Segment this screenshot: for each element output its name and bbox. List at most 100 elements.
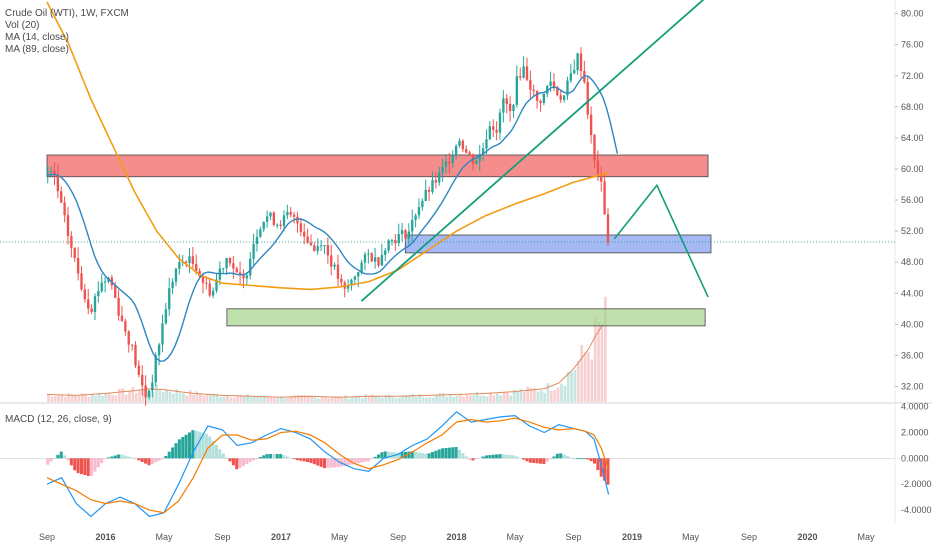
macd-histogram-bar: [133, 458, 137, 460]
macd-histogram-bar: [599, 458, 603, 477]
candle-body: [208, 283, 211, 296]
candle-body: [377, 257, 380, 266]
volume-bar: [171, 393, 175, 402]
volume-bar: [47, 394, 50, 402]
macd-histogram-bar: [498, 454, 502, 459]
volume-bar: [414, 396, 418, 402]
macd-histogram-bar: [113, 455, 117, 459]
macd-histogram-bar: [559, 453, 563, 459]
macd-histogram-bar: [535, 458, 539, 464]
volume-bar: [242, 395, 246, 402]
macd-histogram-bar: [255, 458, 259, 460]
volume-bar: [387, 394, 391, 402]
candle-body: [184, 261, 188, 264]
volume-bar: [202, 395, 206, 402]
legend-ma-slow: MA (89, close): [5, 44, 69, 55]
volume-bar: [519, 389, 523, 402]
candle-body: [161, 323, 164, 345]
macd-histogram-bar: [302, 458, 306, 462]
volume-bar: [60, 394, 64, 402]
macd-histogram-bar: [295, 458, 299, 461]
volume-bar: [364, 394, 368, 402]
candle-body: [404, 230, 407, 239]
macd-histogram-bar: [420, 453, 424, 459]
candle-body: [350, 279, 353, 286]
candle-body: [56, 175, 60, 192]
volume-bar: [80, 393, 84, 402]
macd-histogram-bar: [589, 458, 593, 462]
macd-histogram-bar: [262, 455, 266, 459]
macd-histogram-bar: [555, 453, 559, 459]
macd-histogram-bar: [376, 454, 380, 459]
macd-histogram-bar: [164, 455, 168, 459]
macd-histogram-bar: [549, 458, 553, 460]
time-tick-label: Sep: [214, 532, 230, 542]
macd-histogram-bar: [241, 458, 245, 466]
volume-bar: [239, 395, 243, 402]
candle-body: [73, 247, 76, 258]
volume-bar: [175, 389, 179, 402]
macd-histogram-bar: [464, 456, 468, 459]
volume-bar: [431, 397, 435, 402]
candle-body: [191, 256, 195, 265]
macd-histogram-bar: [252, 458, 256, 461]
candle-body: [319, 245, 323, 247]
candle-body: [272, 212, 276, 225]
candle-body: [83, 289, 87, 300]
candle-body: [346, 285, 350, 289]
price-tick-label: 44.00: [901, 288, 924, 298]
candle-body: [76, 257, 80, 274]
macd-histogram-bar: [491, 454, 495, 459]
candle-body: [451, 155, 454, 164]
volume-bar: [374, 395, 378, 402]
macd-histogram-bar: [272, 454, 276, 459]
macd-histogram-bar: [538, 458, 542, 464]
volume-bar: [57, 395, 60, 402]
macd-histogram-bar: [427, 453, 431, 459]
time-tick-label: May: [857, 532, 875, 542]
volume-bar: [506, 392, 509, 402]
macd-histogram-bar: [319, 458, 323, 467]
macd-histogram-bar: [572, 458, 576, 460]
volume-bar: [560, 383, 563, 402]
candle-body: [168, 288, 171, 310]
macd-histogram-bar: [221, 453, 225, 459]
volume-bar: [195, 391, 199, 402]
macd-histogram-bar: [518, 458, 522, 459]
price-tick-label: 40.00: [901, 319, 924, 329]
volume-bar: [377, 396, 381, 402]
macd-histogram-bar: [279, 454, 283, 459]
candle-body: [573, 70, 576, 74]
volume-bar: [205, 393, 209, 402]
candle-body: [306, 236, 309, 243]
candle-body: [265, 216, 269, 222]
volume-bar: [246, 394, 249, 402]
candle-body: [70, 236, 73, 248]
macd-histogram-bar: [454, 446, 458, 459]
volume-bar: [236, 396, 239, 402]
legend-macd: MACD (12, 26, close, 9): [5, 414, 112, 425]
candle-body: [512, 104, 515, 112]
candle-body: [97, 291, 100, 297]
volume-bar: [313, 396, 317, 402]
volume-bar: [192, 395, 195, 402]
volume-bar: [158, 389, 162, 402]
candle-body: [117, 297, 120, 316]
candle-body: [367, 253, 370, 255]
volume-bar: [266, 397, 270, 402]
candle-body: [363, 254, 367, 263]
candle-body: [225, 257, 228, 269]
volume-bar: [114, 395, 118, 402]
volume-bar: [87, 396, 91, 402]
candle-body: [114, 285, 117, 298]
macd-histogram-bar: [289, 457, 293, 459]
candle-body: [360, 262, 363, 273]
candle-body: [522, 66, 525, 78]
volume-bar: [53, 396, 57, 402]
volume-bar: [232, 397, 236, 402]
candle-body: [448, 161, 451, 164]
volume-bar: [50, 396, 54, 402]
candle-body: [211, 290, 215, 296]
